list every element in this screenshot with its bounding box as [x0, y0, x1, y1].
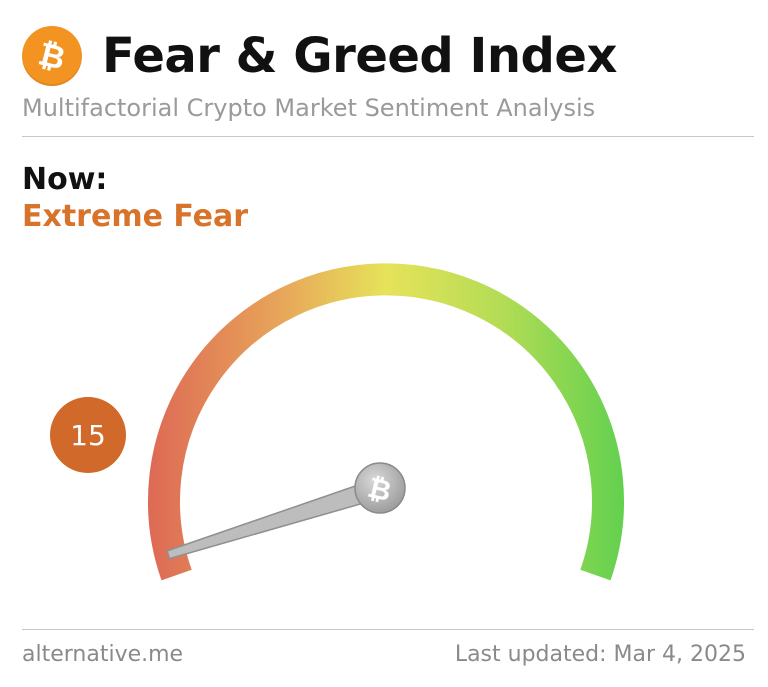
- header-divider: [22, 136, 754, 137]
- index-value: 15: [70, 419, 106, 452]
- bitcoin-logo-icon: ₿: [22, 26, 82, 86]
- value-badge: [50, 397, 126, 473]
- page-title: Fear & Greed Index: [102, 28, 617, 84]
- gauge-needle: [166, 477, 384, 560]
- footer-divider: [22, 629, 754, 630]
- source-link[interactable]: alternative.me: [22, 642, 184, 667]
- gauge-arc: [148, 263, 624, 581]
- now-label: Now:: [22, 162, 108, 197]
- page-subtitle: Multifactorial Crypto Market Sentiment A…: [22, 94, 596, 122]
- gauge-hub: [354, 462, 406, 514]
- header: ₿ Fear & Greed Index: [22, 22, 754, 90]
- last-updated: Last updated: Mar 4, 2025: [454, 642, 746, 667]
- sentiment-classification: Extreme Fear: [22, 199, 249, 234]
